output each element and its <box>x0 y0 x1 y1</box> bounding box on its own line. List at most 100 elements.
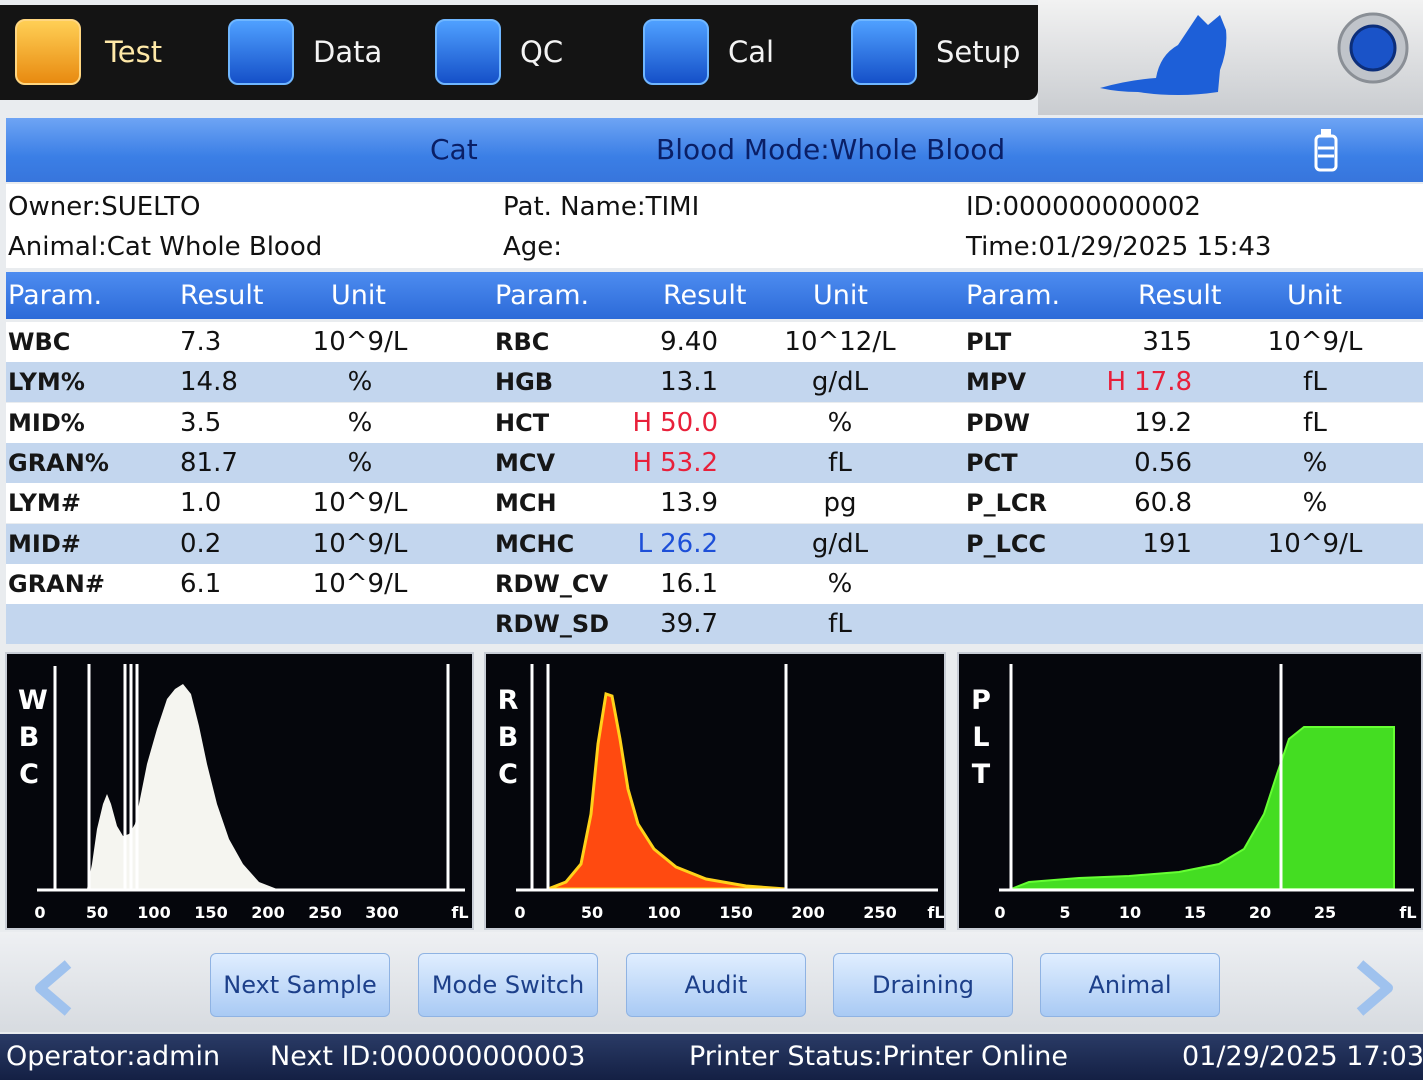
result-cell: H 50.0 <box>633 403 718 443</box>
operator: Operator:admin <box>6 1041 221 1072</box>
param-name: P_LCC <box>966 529 1047 558</box>
sample-id: ID:000000000002 <box>966 192 1201 222</box>
unit: % <box>827 568 853 599</box>
reagent-icon <box>1314 129 1338 172</box>
param-name: LYM% <box>8 368 85 397</box>
tab-icon[interactable] <box>643 19 709 85</box>
action-button[interactable]: Audit <box>626 953 806 1017</box>
result-cell: H 17.8 <box>1107 362 1192 402</box>
result-flag: L <box>637 528 653 559</box>
result-value: 7.3 <box>180 327 222 357</box>
result-value: 6.1 <box>180 568 222 599</box>
result-flag: H <box>632 407 653 438</box>
unit: 10^9/L <box>312 327 408 357</box>
patient-name: Pat. Name:TIMI <box>503 192 700 222</box>
unit: % <box>827 407 853 438</box>
result-cell: H 53.2 <box>633 443 718 483</box>
result-cell: 315 <box>1142 322 1192 362</box>
datetime: 01/29/2025 17:03 <box>1182 1041 1423 1072</box>
x-axis-unit: fL <box>927 903 945 922</box>
unit: fL <box>1303 367 1327 398</box>
action-button[interactable]: Animal <box>1040 953 1220 1017</box>
power-button[interactable] <box>1349 24 1397 72</box>
x-tick-label: 0 <box>34 903 46 922</box>
param-name: P_LCR <box>966 489 1047 518</box>
result-value: 60.8 <box>1134 488 1192 519</box>
unit: fL <box>828 447 852 478</box>
x-tick-label: 5 <box>1059 903 1071 922</box>
header-unit: Unit <box>1287 280 1342 311</box>
action-button[interactable]: Next Sample <box>210 953 390 1017</box>
blood-mode: Blood Mode:Whole Blood <box>656 133 1006 166</box>
unit: 10^9/L <box>1267 327 1363 357</box>
brand-area <box>1038 0 1423 115</box>
histogram-label: PLT <box>971 685 991 790</box>
header-param: Param. <box>966 280 1061 311</box>
status-bar <box>0 1034 1423 1080</box>
unit: 10^12/L <box>784 327 896 357</box>
result-value: 16.1 <box>660 568 718 599</box>
x-tick-label: 50 <box>580 903 604 922</box>
result-value: 191 <box>1142 528 1192 559</box>
unit: fL <box>1303 407 1327 438</box>
result-cell: 1.0 <box>180 483 221 523</box>
plt-curve <box>1010 726 1395 890</box>
species: Cat <box>430 133 478 166</box>
x-tick-label: 250 <box>308 903 342 922</box>
unit: 10^9/L <box>312 568 408 599</box>
plt-plot <box>999 664 1414 892</box>
tab-label[interactable]: Cal <box>728 35 775 69</box>
patient-info <box>6 184 1423 268</box>
param-name: LYM# <box>8 489 81 518</box>
tab-label[interactable]: Test <box>105 35 163 69</box>
x-axis-unit: fL <box>1399 903 1417 922</box>
unit: 10^9/L <box>312 488 408 519</box>
result-value: 1.0 <box>180 488 222 519</box>
result-cell: 60.8 <box>1134 483 1192 523</box>
tab-label[interactable]: Setup <box>936 35 1021 69</box>
header-result: Result <box>663 280 747 311</box>
param-name: PLT <box>966 328 1012 356</box>
result-row <box>6 402 1423 443</box>
action-button[interactable]: Draining <box>833 953 1013 1017</box>
next-arrow[interactable] <box>1356 960 1393 1016</box>
histogram-label: WBC <box>18 685 48 790</box>
param-name: RDW_CV <box>495 569 609 598</box>
result-cell: 191 <box>1142 524 1192 564</box>
tab-icon[interactable] <box>851 19 917 85</box>
result-cell: 0.2 <box>180 524 221 564</box>
x-tick-label: 100 <box>137 903 171 922</box>
result-flag: H <box>1106 367 1127 398</box>
result-row <box>6 604 1423 645</box>
result-value: 19.2 <box>1134 407 1192 438</box>
tab-label[interactable]: Data <box>313 35 383 69</box>
rbc-plot <box>516 664 938 892</box>
result-value: 0.2 <box>180 528 222 559</box>
result-cell: 9.40 <box>660 322 718 362</box>
unit: 10^9/L <box>1267 528 1363 559</box>
param-name: HGB <box>495 368 554 397</box>
nav-arrows <box>35 960 1393 1016</box>
tab-icon[interactable] <box>228 19 294 85</box>
header-param: Param. <box>495 280 590 311</box>
header-result: Result <box>1138 280 1222 311</box>
tab-label[interactable]: QC <box>520 35 564 69</box>
param-name: MID% <box>8 408 85 437</box>
tab-icon[interactable] <box>435 19 501 85</box>
histogram-label: RBC <box>497 685 519 790</box>
printer-status: Printer Status:Printer Online <box>689 1041 1069 1072</box>
unit: % <box>347 367 373 398</box>
result-row <box>6 523 1423 564</box>
result-row <box>6 322 1423 362</box>
result-value: 50.0 <box>660 407 718 438</box>
result-flag: H <box>632 447 653 478</box>
result-cell: 16.1 <box>660 564 718 604</box>
prev-arrow[interactable] <box>35 960 72 1016</box>
param-name: MCHC <box>495 529 575 558</box>
action-button[interactable]: Mode Switch <box>418 953 598 1017</box>
tab-icon[interactable] <box>15 19 81 85</box>
result-value: 3.5 <box>180 407 222 438</box>
x-tick-label: 0 <box>994 903 1006 922</box>
